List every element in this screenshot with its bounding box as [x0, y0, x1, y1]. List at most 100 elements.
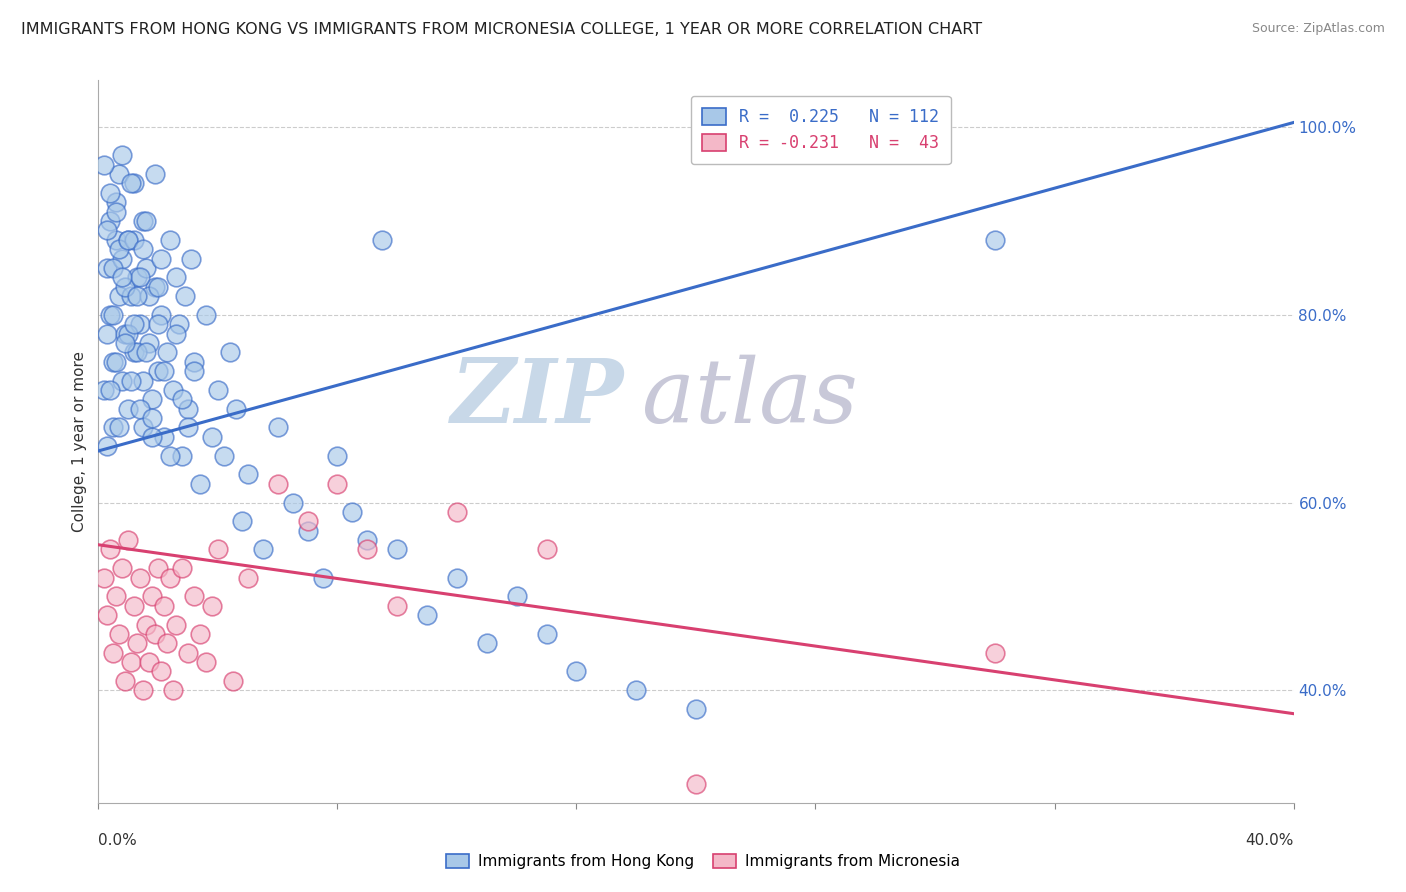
- Point: [326, 476, 349, 491]
- Point: [172, 561, 194, 575]
- Point: [127, 345, 149, 359]
- Point: [132, 374, 155, 388]
- Point: [195, 655, 218, 669]
- Point: [297, 524, 319, 538]
- Point: [111, 148, 134, 162]
- Point: [96, 326, 118, 341]
- Legend: Immigrants from Hong Kong, Immigrants from Micronesia: Immigrants from Hong Kong, Immigrants fr…: [440, 847, 966, 875]
- Point: [685, 777, 707, 791]
- Point: [183, 364, 205, 378]
- Point: [148, 318, 170, 332]
- Point: [124, 345, 146, 359]
- Point: [138, 655, 160, 669]
- Y-axis label: College, 1 year or more: College, 1 year or more: [72, 351, 87, 532]
- Point: [172, 449, 194, 463]
- Point: [195, 308, 218, 322]
- Point: [105, 355, 128, 369]
- Point: [103, 355, 125, 369]
- Point: [385, 542, 409, 557]
- Point: [111, 252, 134, 266]
- Point: [143, 167, 166, 181]
- Text: ZIP: ZIP: [451, 355, 624, 442]
- Point: [105, 233, 128, 247]
- Point: [120, 289, 142, 303]
- Point: [177, 420, 200, 434]
- Point: [183, 590, 205, 604]
- Point: [114, 279, 136, 293]
- Point: [148, 561, 170, 575]
- Point: [356, 533, 378, 547]
- Point: [156, 345, 179, 359]
- Point: [108, 420, 131, 434]
- Point: [98, 214, 122, 228]
- Point: [150, 665, 173, 679]
- Point: [177, 646, 200, 660]
- Point: [356, 542, 378, 557]
- Point: [311, 571, 333, 585]
- Point: [135, 617, 157, 632]
- Point: [132, 420, 155, 434]
- Point: [96, 608, 118, 623]
- Text: 40.0%: 40.0%: [1246, 833, 1294, 848]
- Point: [150, 308, 173, 322]
- Point: [207, 542, 229, 557]
- Point: [236, 571, 259, 585]
- Point: [111, 374, 134, 388]
- Point: [105, 204, 128, 219]
- Point: [111, 561, 134, 575]
- Point: [150, 252, 173, 266]
- Text: Source: ZipAtlas.com: Source: ZipAtlas.com: [1251, 22, 1385, 36]
- Point: [103, 308, 125, 322]
- Point: [172, 392, 194, 407]
- Point: [117, 326, 139, 341]
- Point: [685, 702, 707, 716]
- Text: 0.0%: 0.0%: [98, 833, 138, 848]
- Point: [117, 233, 139, 247]
- Point: [120, 655, 142, 669]
- Point: [236, 467, 259, 482]
- Text: atlas: atlas: [643, 355, 858, 442]
- Point: [114, 326, 136, 341]
- Point: [159, 233, 181, 247]
- Point: [180, 252, 202, 266]
- Point: [124, 318, 146, 332]
- Point: [117, 233, 139, 247]
- Point: [267, 420, 290, 434]
- Point: [93, 158, 115, 172]
- Text: IMMIGRANTS FROM HONG KONG VS IMMIGRANTS FROM MICRONESIA COLLEGE, 1 YEAR OR MORE : IMMIGRANTS FROM HONG KONG VS IMMIGRANTS …: [21, 22, 983, 37]
- Point: [446, 571, 468, 585]
- Point: [148, 279, 170, 293]
- Point: [96, 223, 118, 237]
- Point: [167, 318, 190, 332]
- Point: [536, 627, 558, 641]
- Point: [183, 355, 205, 369]
- Point: [111, 270, 134, 285]
- Point: [565, 665, 588, 679]
- Point: [132, 242, 155, 256]
- Point: [153, 599, 176, 613]
- Point: [188, 476, 211, 491]
- Point: [141, 430, 163, 444]
- Point: [174, 289, 197, 303]
- Point: [103, 646, 125, 660]
- Point: [156, 636, 179, 650]
- Point: [93, 571, 115, 585]
- Point: [132, 214, 155, 228]
- Point: [124, 233, 146, 247]
- Point: [138, 289, 160, 303]
- Point: [108, 627, 131, 641]
- Point: [98, 186, 122, 200]
- Point: [103, 260, 125, 275]
- Point: [536, 542, 558, 557]
- Point: [267, 476, 290, 491]
- Point: [141, 411, 163, 425]
- Point: [475, 636, 498, 650]
- Point: [506, 590, 529, 604]
- Point: [129, 401, 152, 416]
- Point: [165, 270, 187, 285]
- Point: [141, 392, 163, 407]
- Point: [201, 599, 224, 613]
- Point: [138, 336, 160, 351]
- Point: [117, 401, 139, 416]
- Point: [96, 260, 118, 275]
